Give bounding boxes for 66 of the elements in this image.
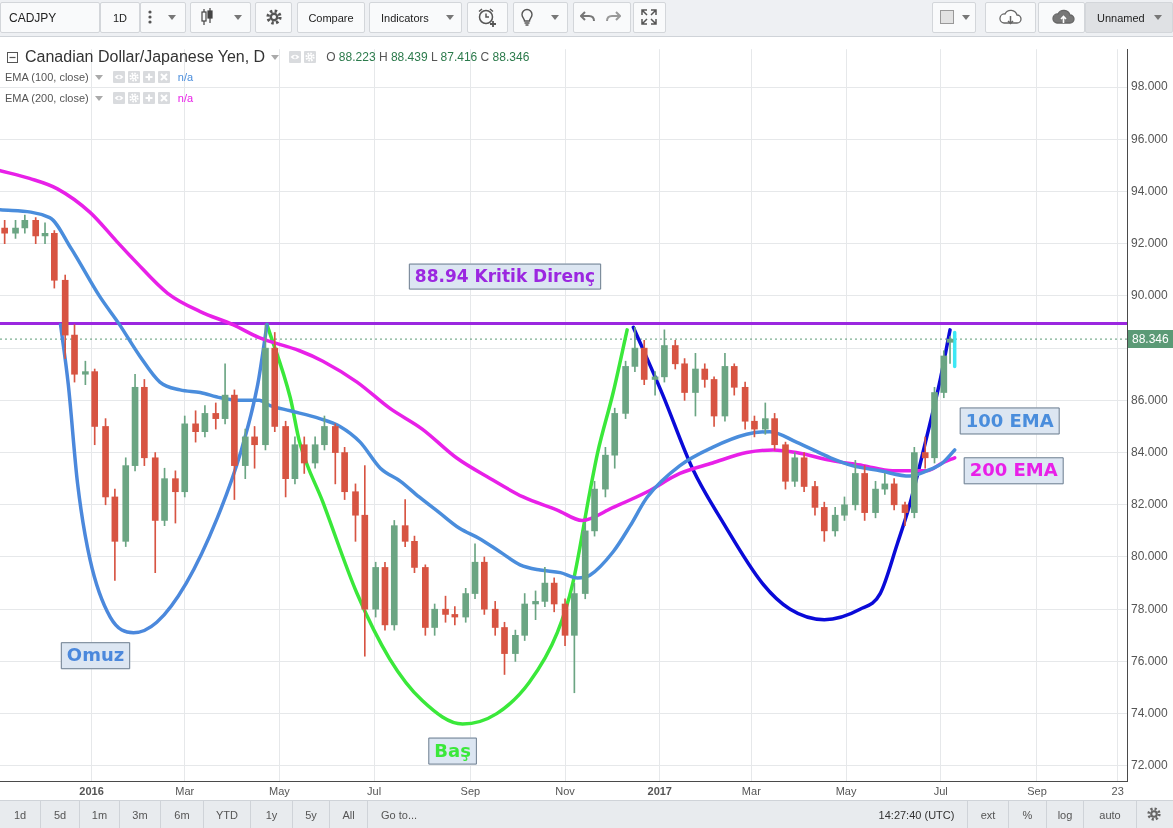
series-label: Baş bbox=[434, 739, 471, 761]
text: 6m bbox=[161, 801, 204, 828]
ref-line-label: 88.346 bbox=[1132, 332, 1170, 347]
y-tick-label: 78.000 bbox=[1131, 601, 1169, 616]
x-tick-label: May bbox=[269, 784, 291, 797]
x-tick-label: 2016 bbox=[79, 784, 104, 797]
x-tick-label: Sep bbox=[1027, 784, 1047, 797]
x-tick-label: Mar bbox=[175, 784, 195, 797]
compare-button[interactable]: Compare bbox=[297, 2, 365, 33]
y-tick-label: 82.000 bbox=[1131, 497, 1169, 512]
text: 1m bbox=[80, 801, 120, 828]
ref-line-label: 88.94 Kritik Direnç bbox=[414, 266, 596, 287]
series-label: 200 EMA bbox=[969, 459, 1058, 481]
candlestick bbox=[212, 402, 220, 430]
text: 1y bbox=[251, 801, 293, 828]
text: All bbox=[330, 801, 368, 828]
y-tick-label: 84.000 bbox=[1131, 444, 1169, 459]
x-tick-label: Sep bbox=[460, 784, 481, 797]
text: Go to... bbox=[380, 807, 419, 823]
y-tick-label: 72.000 bbox=[1131, 758, 1169, 773]
text: % bbox=[1009, 801, 1047, 828]
candlestick bbox=[921, 436, 929, 469]
x-tick-label: May bbox=[835, 784, 857, 797]
text: 3m bbox=[120, 801, 161, 828]
series-label: Omuz bbox=[66, 644, 125, 666]
annotation: EMA (200, close) bbox=[5, 91, 89, 105]
y-tick-label: 98.000 bbox=[1131, 79, 1169, 94]
candlestick bbox=[946, 336, 954, 364]
annotation: n/a bbox=[177, 70, 194, 84]
undo-redo-button[interactable] bbox=[573, 2, 631, 33]
text: log bbox=[1047, 801, 1084, 828]
text: 14:27:40 (UTC) bbox=[866, 801, 968, 828]
y-tick-label: 96.000 bbox=[1131, 131, 1169, 146]
alarm-clock-button[interactable] bbox=[467, 2, 508, 33]
symbol-field[interactable]: CADJPY bbox=[0, 2, 100, 33]
annotation: n/a bbox=[177, 91, 194, 105]
more-button[interactable] bbox=[140, 2, 186, 33]
y-tick-label: 94.000 bbox=[1131, 183, 1169, 198]
x-tick-label: Nov bbox=[555, 784, 576, 797]
x-tick-label: 23 bbox=[1111, 784, 1124, 797]
name-button[interactable]: Unnamed bbox=[1085, 2, 1173, 33]
text: 5d bbox=[41, 801, 80, 828]
annotation: EMA (100, close) bbox=[5, 70, 89, 84]
annotation: O 88.223 H 88.439 L 87.416 C 88.346 bbox=[326, 50, 530, 64]
text: YTD bbox=[204, 801, 251, 828]
line-series bbox=[0, 168, 957, 523]
x-tick-label: 2017 bbox=[647, 784, 672, 797]
text: ext bbox=[968, 801, 1009, 828]
x-tick-label: Jul bbox=[933, 784, 948, 797]
text: auto bbox=[1084, 801, 1137, 828]
y-tick-label: 90.000 bbox=[1131, 288, 1169, 303]
x-tick-label: Mar bbox=[741, 784, 762, 797]
y-tick-label: 74.000 bbox=[1131, 705, 1169, 720]
y-tick-label: 92.000 bbox=[1131, 236, 1169, 251]
text: 5y bbox=[293, 801, 330, 828]
lightbulb-button[interactable] bbox=[513, 2, 568, 33]
chart-title: Canadian Dollar/Japanese Yen, D bbox=[25, 47, 266, 67]
text: 1d bbox=[0, 801, 41, 828]
x-tick-label: Jul bbox=[367, 784, 382, 797]
candlestick-button[interactable] bbox=[190, 2, 251, 33]
y-tick-label: 76.000 bbox=[1131, 653, 1169, 668]
interval-button[interactable]: 1D bbox=[100, 2, 140, 33]
y-tick-label: 86.000 bbox=[1131, 392, 1169, 407]
y-tick-label: 80.000 bbox=[1131, 549, 1169, 564]
indicators-button[interactable]: Indicators bbox=[369, 2, 462, 33]
series-label: 100 EMA bbox=[965, 409, 1054, 431]
